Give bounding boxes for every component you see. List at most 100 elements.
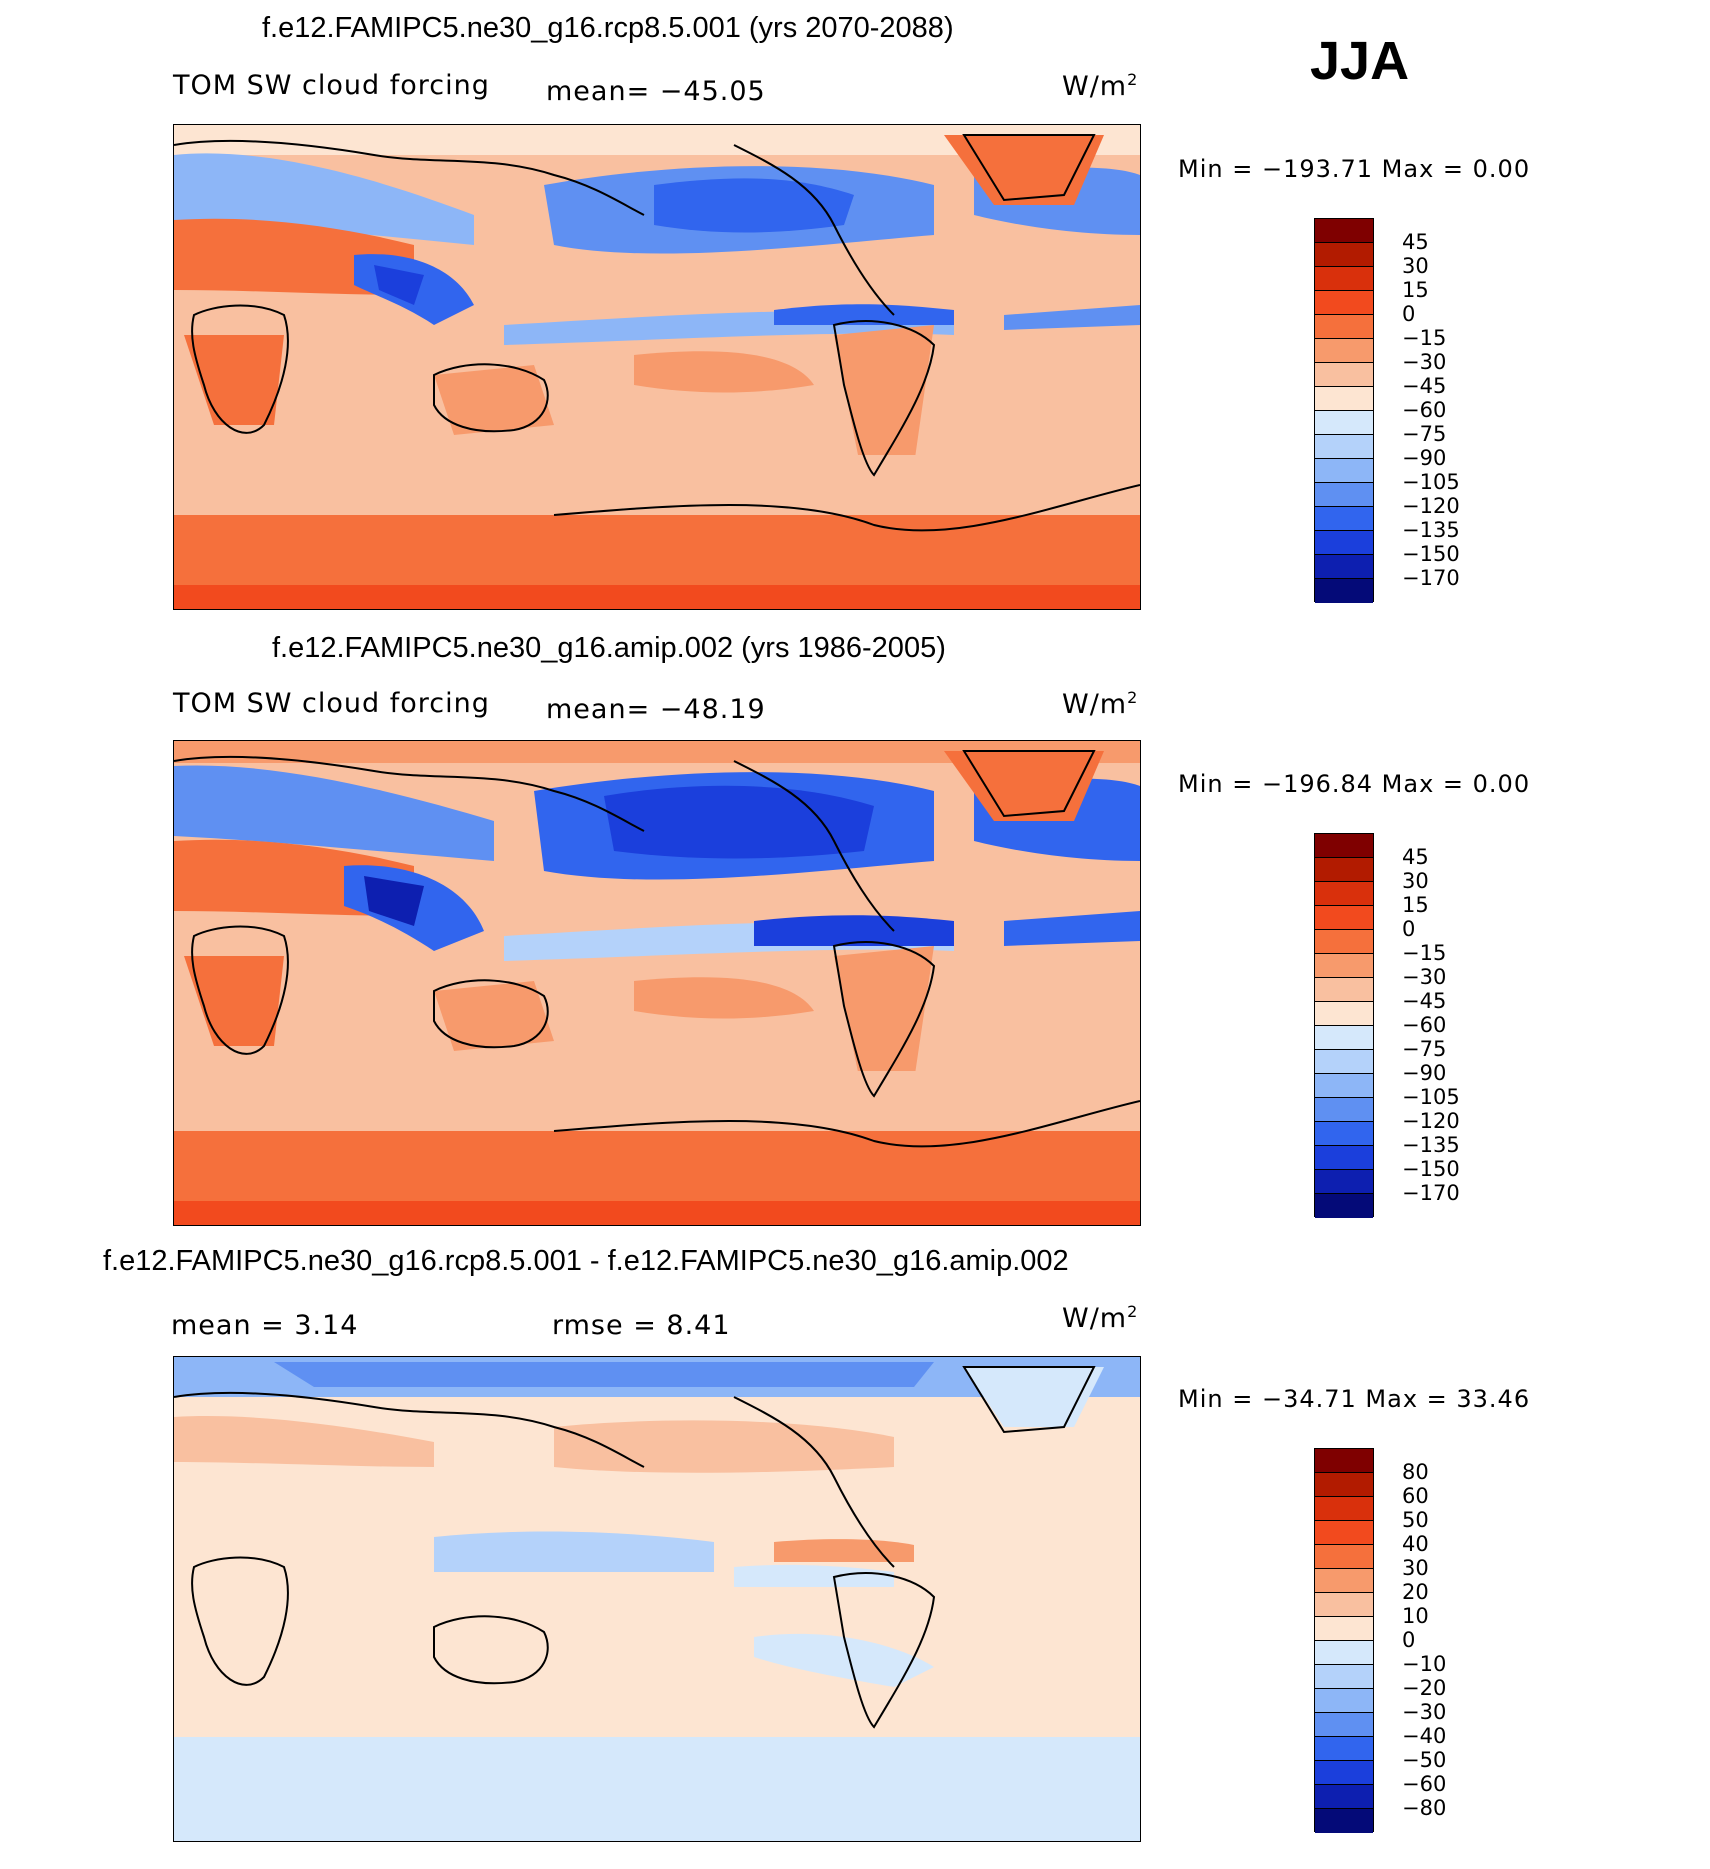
- panel3-units-label: W/m2: [1062, 1302, 1139, 1334]
- panel2-colorbar-tick-label: −170: [1402, 1181, 1460, 1205]
- panel1-southern-ocean: [174, 455, 1140, 515]
- panel1-colorbar-tick-label: −150: [1402, 542, 1460, 566]
- panel3-tropical-cool: [434, 1531, 714, 1572]
- panel2-colorbar-swatch: [1315, 906, 1373, 930]
- panel1-colorbar-tick-label: −15: [1402, 326, 1447, 350]
- panel3-colorbar-tick-label: −10: [1402, 1652, 1447, 1676]
- panel1-colorbar-swatches: [1314, 218, 1374, 603]
- panel2-coastlines: [174, 750, 1140, 1148]
- panel1-title: f.e12.FAMIPC5.ne30_g16.rcp8.5.001 (yrs 2…: [262, 12, 954, 44]
- panel3-southeast-pacific-cool: [754, 1633, 934, 1687]
- panel1-colorbar-tick-label: −45: [1402, 374, 1447, 398]
- panel2-colorbar-swatch: [1315, 1170, 1373, 1194]
- panel3-colorbar-tick-label: 80: [1402, 1460, 1429, 1484]
- panel1-colorbar-swatch: [1315, 387, 1373, 411]
- panel2-antarctic-edge: [174, 1201, 1140, 1225]
- panel2-arctic-band: [174, 741, 1140, 763]
- panel1-antarctic-edge: [174, 585, 1140, 609]
- panel3-colorbar-swatch: [1315, 1569, 1373, 1593]
- panel2-title: f.e12.FAMIPC5.ne30_g16.amip.002 (yrs 198…: [272, 632, 946, 664]
- panel2-colorbar-tick-label: −120: [1402, 1109, 1460, 1133]
- panel1-map: [173, 124, 1141, 610]
- panel1-colorbar-tick-label: −30: [1402, 350, 1447, 374]
- panel2-colorbar-tick-label: −75: [1402, 1037, 1447, 1061]
- panel3-southern-ocean: [174, 1737, 1140, 1841]
- panel3-colorbar-tick-label: 60: [1402, 1484, 1429, 1508]
- panel1-colorbar-tick-label: 30: [1402, 254, 1429, 278]
- panel1-colorbar-swatch: [1315, 243, 1373, 267]
- panel2-units-label: W/m2: [1062, 688, 1139, 720]
- panel2-colorbar-tick-label: −45: [1402, 989, 1447, 1013]
- panel2-map: [173, 740, 1141, 1226]
- panel1-mean-label: mean= −45.05: [546, 76, 766, 107]
- panel2-colorbar-swatch: [1315, 1098, 1373, 1122]
- panel1-minmax: Min = −193.71 Max = 0.00: [1178, 155, 1531, 183]
- panel2-colorbar-swatch: [1315, 1002, 1373, 1026]
- panel3-colorbar-swatch: [1315, 1665, 1373, 1689]
- panel1-colorbar-swatch: [1315, 483, 1373, 507]
- panel3-colorbar-tick-label: −80: [1402, 1796, 1447, 1820]
- panel3-title: f.e12.FAMIPC5.ne30_g16.rcp8.5.001 - f.e1…: [103, 1245, 1069, 1277]
- panel2-colorbar-tick-label: −150: [1402, 1157, 1460, 1181]
- panel3-colorbar-swatch: [1315, 1545, 1373, 1569]
- panel2-colorbar-swatch: [1315, 1026, 1373, 1050]
- panel1-colorbar-tick-label: −90: [1402, 446, 1447, 470]
- panel2-colorbar-tick-label: 15: [1402, 893, 1429, 917]
- panel2-colorbar-swatch: [1315, 930, 1373, 954]
- panel3-colorbar-swatch: [1315, 1809, 1373, 1833]
- panel2-colorbar-swatch: [1315, 978, 1373, 1002]
- panel3-colorbar-swatch: [1315, 1497, 1373, 1521]
- panel2-north-atlantic-storm-track: [174, 765, 494, 861]
- panel3-colorbar-tick-label: −60: [1402, 1772, 1447, 1796]
- panel2-colorbar-swatch: [1315, 1146, 1373, 1170]
- panel1-colorbar-swatch: [1315, 363, 1373, 387]
- panel3-colorbar-swatch: [1315, 1785, 1373, 1809]
- panel2-indian-monsoon-core: [364, 876, 424, 926]
- panel3-colorbar-swatch: [1315, 1473, 1373, 1497]
- panel3-colorbar-tick-label: 0: [1402, 1628, 1416, 1652]
- panel3-colorbar-swatch: [1315, 1761, 1373, 1785]
- panel1-colorbar-swatch: [1315, 339, 1373, 363]
- panel2-colorbar-swatch: [1315, 1122, 1373, 1146]
- panel1-colorbar-tick-label: −170: [1402, 566, 1460, 590]
- panel3-colorbar-swatches: [1314, 1448, 1374, 1833]
- panel3-colorbar-swatch: [1315, 1641, 1373, 1665]
- panel3-greenland: [964, 1367, 1104, 1427]
- panel1-colorbar-tick-label: −120: [1402, 494, 1460, 518]
- panel1-colorbar-swatch: [1315, 315, 1373, 339]
- panel3-eurasia-warm: [174, 1416, 434, 1467]
- panel1-colorbar-swatch: [1315, 531, 1373, 555]
- panel3-colorbar-swatch: [1315, 1713, 1373, 1737]
- panel2-australia: [434, 981, 554, 1051]
- panel3-colorbar-tick-label: −20: [1402, 1676, 1447, 1700]
- panel2-north-pacific-core: [604, 785, 874, 859]
- panel2-colorbar-swatch: [1315, 1074, 1373, 1098]
- panel3-colorbar-tick-label: 40: [1402, 1532, 1429, 1556]
- panel2-colorbar-swatch: [1315, 858, 1373, 882]
- panel1-east-atlantic: [1004, 305, 1140, 330]
- panel1-colorbar-tick-label: −105: [1402, 470, 1460, 494]
- panel3-coastlines: [174, 1366, 1096, 1729]
- panel1-indian-monsoon-core: [374, 265, 424, 305]
- panel1-colorbar-tick-label: 0: [1402, 302, 1416, 326]
- panel3-map: [173, 1356, 1141, 1842]
- panel1-variable-label: TOM SW cloud forcing: [173, 70, 490, 101]
- panel2-colorbar-tick-label: 45: [1402, 845, 1429, 869]
- panel3-colorbar-swatch: [1315, 1689, 1373, 1713]
- panel2-colorbar-tick-label: −105: [1402, 1085, 1460, 1109]
- panel1-colorbar-tick-label: −75: [1402, 422, 1447, 446]
- panel3-colorbar-tick-label: 20: [1402, 1580, 1429, 1604]
- panel3-colorbar-swatch: [1315, 1617, 1373, 1641]
- panel3-colorbar-swatch: [1315, 1737, 1373, 1761]
- panel2-colorbar-tick-label: −60: [1402, 1013, 1447, 1037]
- panel3-colorbar-tick-label: 30: [1402, 1556, 1429, 1580]
- panel3-colorbar-swatch: [1315, 1521, 1373, 1545]
- panel3-colorbar-swatch: [1315, 1449, 1373, 1473]
- panel2-east-atlantic: [1004, 911, 1140, 946]
- panel3-east-pacific-cool: [734, 1564, 894, 1587]
- panel1-itcz-east: [774, 304, 954, 325]
- panel2-itcz-east: [754, 915, 954, 946]
- panel1-colorbar-swatch: [1315, 579, 1373, 603]
- panel2-colorbar-swatch: [1315, 1194, 1373, 1218]
- panel1-north-pacific-core: [654, 178, 854, 233]
